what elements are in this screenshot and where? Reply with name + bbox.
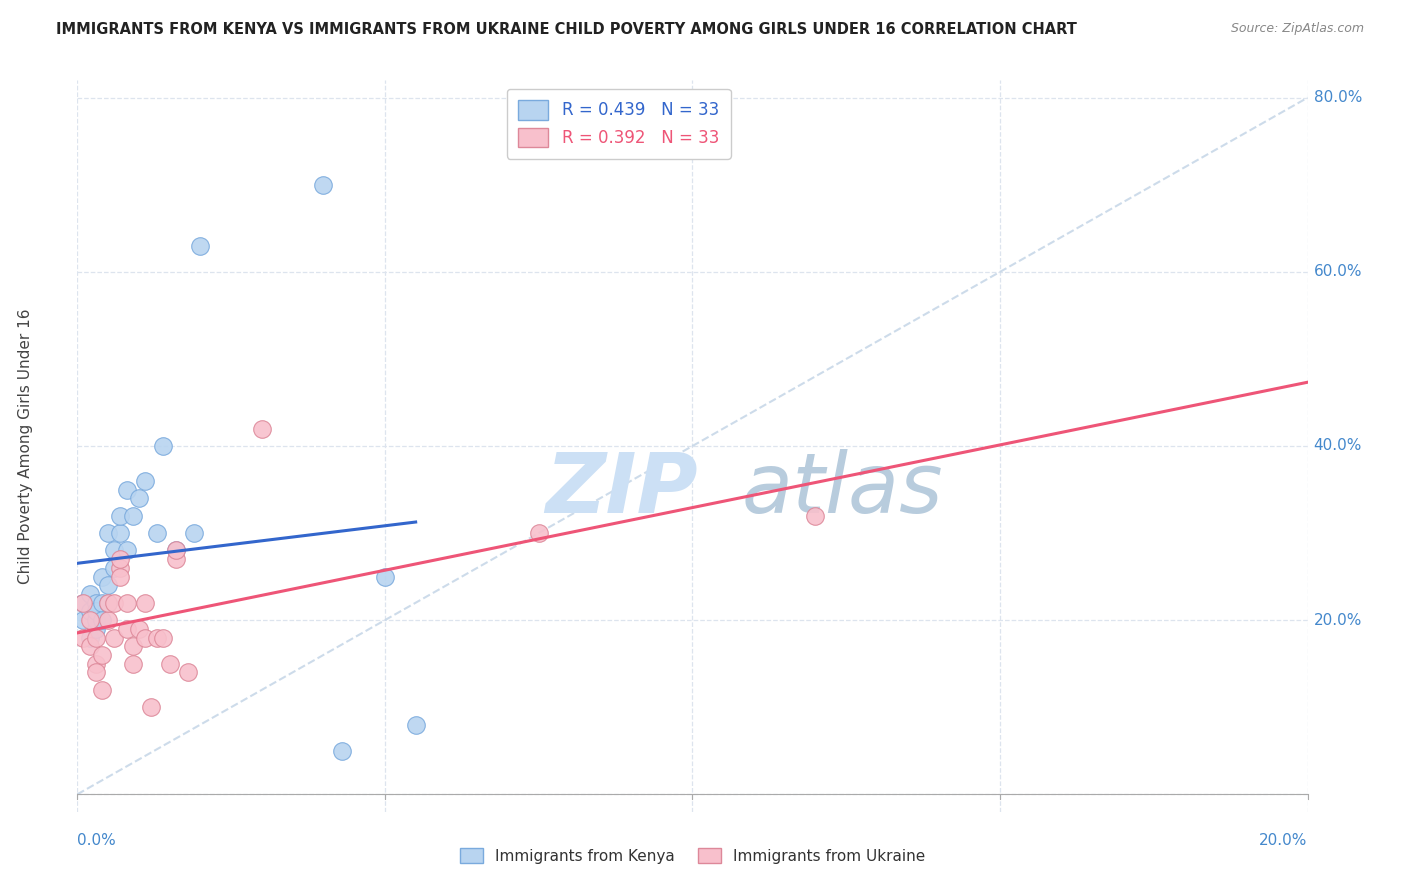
Text: atlas: atlas [742,450,943,531]
Point [141,700,163,714]
Legend: Immigrants from Kenya, Immigrants from Ukraine: Immigrants from Kenya, Immigrants from U… [454,842,931,870]
Point [804,508,827,523]
Point [97,596,120,610]
Point [183,526,205,541]
Point [103,596,125,610]
Point [165,543,187,558]
Point [79,640,101,654]
Point [134,631,156,645]
Text: ZIP: ZIP [546,450,697,531]
Text: Source: ZipAtlas.com: Source: ZipAtlas.com [1230,22,1364,36]
Point [110,526,132,541]
Point [103,543,125,558]
Point [90,596,114,610]
Text: 40.0%: 40.0% [1313,439,1362,453]
Point [84,604,107,618]
Point [97,526,120,541]
Point [146,631,169,645]
Point [90,569,114,583]
Point [177,665,200,680]
Point [79,604,101,618]
Point [103,561,125,575]
Point [84,622,107,636]
Point [115,622,138,636]
Text: Child Poverty Among Girls Under 16: Child Poverty Among Girls Under 16 [18,309,34,583]
Point [374,569,396,583]
Point [90,648,114,662]
Point [84,657,107,671]
Point [134,596,156,610]
Point [110,561,132,575]
Point [115,543,138,558]
Point [110,508,132,523]
Point [527,526,550,541]
Point [159,657,181,671]
Text: IMMIGRANTS FROM KENYA VS IMMIGRANTS FROM UKRAINE CHILD POVERTY AMONG GIRLS UNDER: IMMIGRANTS FROM KENYA VS IMMIGRANTS FROM… [56,22,1077,37]
Point [97,613,120,627]
Point [84,596,107,610]
Point [121,657,143,671]
Point [72,613,94,627]
Point [79,613,101,627]
Point [146,526,169,541]
Point [128,622,150,636]
Point [152,631,174,645]
Text: 20.0%: 20.0% [1313,613,1362,628]
Point [84,665,107,680]
Point [90,613,114,627]
Point [90,682,114,697]
Point [152,439,174,453]
Point [250,421,273,435]
Text: 0.0%: 0.0% [77,833,117,848]
Point [79,631,101,645]
Point [72,596,94,610]
Text: 20.0%: 20.0% [1260,833,1308,848]
Point [79,587,101,601]
Point [110,569,132,583]
Text: 80.0%: 80.0% [1313,90,1362,105]
Point [165,543,187,558]
Point [121,508,143,523]
Point [97,596,120,610]
Point [134,474,156,488]
Point [110,552,132,566]
Point [188,238,212,252]
Point [72,596,94,610]
Text: 60.0%: 60.0% [1313,264,1362,279]
Point [405,717,427,731]
Point [330,744,353,758]
Point [72,631,94,645]
Point [103,631,125,645]
Point [84,613,107,627]
Point [165,552,187,566]
Point [121,640,143,654]
Point [115,483,138,497]
Point [128,491,150,506]
Point [84,631,107,645]
Point [115,596,138,610]
Point [312,178,335,192]
Point [97,578,120,592]
